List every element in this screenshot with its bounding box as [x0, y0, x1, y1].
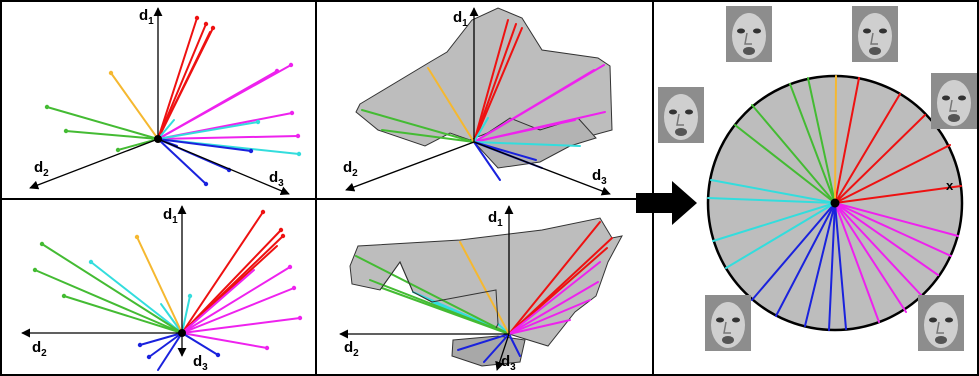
bl-spoke-tips: [32, 209, 303, 360]
face-thumbnail-icon: [917, 294, 965, 352]
bm-surface-fold-edge: [379, 260, 499, 329]
tm-label-d2: d2: [343, 159, 358, 179]
face-thumbnail-icon: [851, 5, 899, 63]
transition-arrow-icon: [636, 181, 697, 225]
tm-axis-d2: [345, 141, 475, 192]
right-expression-circle-panel: x: [657, 5, 978, 352]
face-thumbnail-icon: [930, 72, 978, 130]
bm-spokes: [355, 221, 613, 363]
circle-spokes: [707, 75, 962, 331]
tl-label-d3: d3: [269, 169, 284, 189]
bm-label-d1: d1: [488, 209, 503, 229]
bottom-middle-surface-panel: d1 d2 d3: [339, 205, 623, 373]
tl-label-d1: d1: [139, 7, 154, 27]
bl-label-d2: d2: [32, 339, 47, 359]
bl-origin: [178, 329, 186, 337]
tm-surface: [355, 7, 613, 147]
circle-label-x: x: [946, 178, 954, 193]
bm-label-d3: d3: [501, 353, 516, 373]
circle-origin: [830, 198, 840, 208]
tl-spoke-tips: [44, 15, 302, 187]
top-left-vectors-panel: d1 d2 d3: [29, 7, 302, 196]
bm-surface-fold: [451, 335, 526, 367]
bl-label-d3: d3: [193, 353, 208, 373]
bl-label-d1: d1: [163, 206, 178, 226]
tl-label-d2: d2: [34, 159, 49, 179]
tm-label-d1: d1: [453, 9, 468, 29]
tl-axis-d3: [157, 138, 290, 196]
tm-label-d3: d3: [592, 167, 607, 187]
face-thumbnail-icon: [725, 5, 773, 63]
bl-spokes: [34, 211, 301, 371]
bottom-left-vectors-panel: d1 d2 d3: [21, 205, 303, 373]
bm-label-d2: d2: [344, 339, 359, 359]
bm-axis-d3: [495, 333, 510, 371]
face-thumbnail-icon: [657, 86, 705, 144]
top-middle-surface-panel: d1 d2 d3: [343, 7, 613, 196]
tl-spokes: [46, 17, 300, 185]
face-thumbnail-icon: [704, 294, 752, 352]
tm-axis-d3: [473, 141, 611, 196]
tm-surface-fold: [473, 117, 597, 169]
tl-origin: [154, 135, 162, 143]
bm-surface: [349, 217, 623, 347]
tl-axis-d2: [29, 138, 159, 190]
